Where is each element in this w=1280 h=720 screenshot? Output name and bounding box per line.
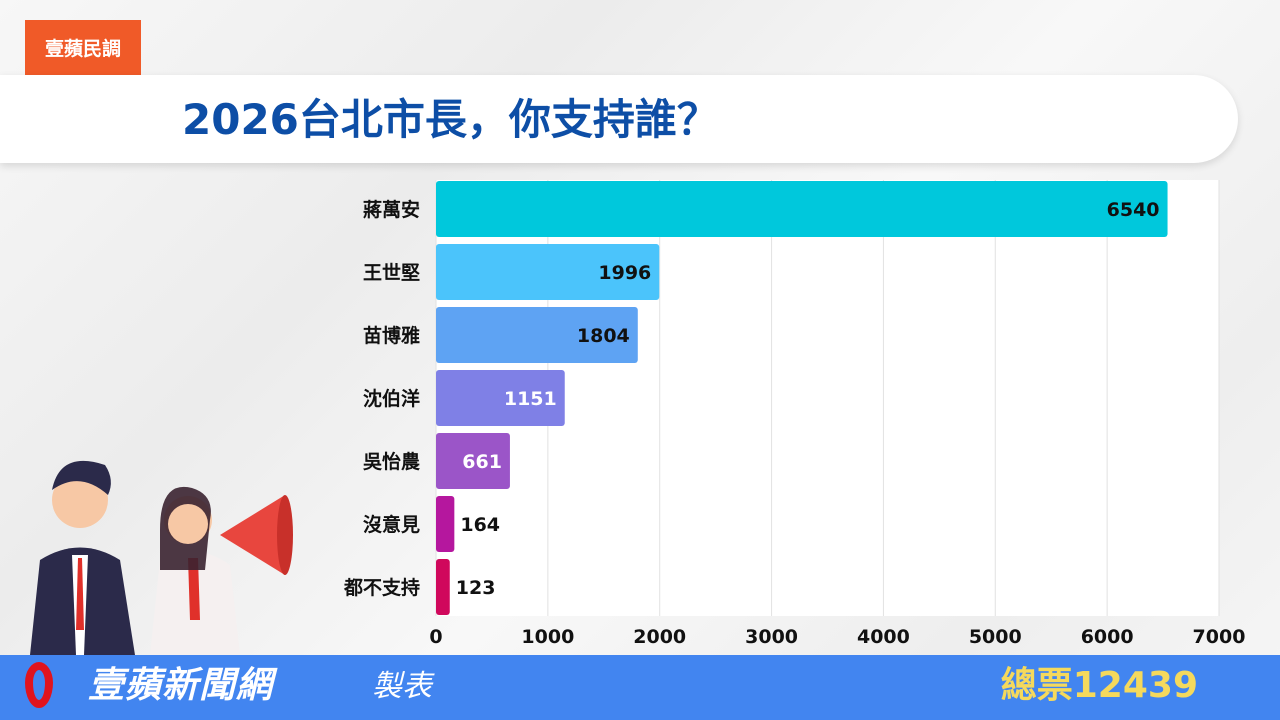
data-label: 1151 xyxy=(504,388,557,410)
x-tick-label: 1000 xyxy=(521,626,574,648)
category-label: 沈伯洋 xyxy=(363,387,420,410)
woman-figure xyxy=(150,486,293,655)
category-label: 蔣萬安 xyxy=(363,198,420,221)
category-label: 都不支持 xyxy=(343,576,420,599)
category-label: 王世堅 xyxy=(363,262,420,284)
bar xyxy=(436,433,510,489)
x-tick-label: 0 xyxy=(429,626,442,648)
bar xyxy=(436,559,450,615)
x-tick-label: 3000 xyxy=(745,626,798,648)
man-figure xyxy=(30,460,135,655)
x-tick-label: 4000 xyxy=(857,626,910,648)
total-votes: 總票12439 xyxy=(1000,665,1198,706)
data-label: 164 xyxy=(460,514,500,536)
category-label: 苗博雅 xyxy=(363,324,420,347)
category-label: 吳怡農 xyxy=(363,450,420,473)
brand-suffix: 製表 xyxy=(372,669,432,704)
data-label: 1996 xyxy=(598,262,651,284)
bar xyxy=(436,307,638,363)
page-title: 2026台北市長，你支持誰？ xyxy=(182,95,719,144)
bar-chart: 0 1000 2000 3000 4000 5000 6000 7000 蔣萬安 6540 王世堅 1… xyxy=(343,180,1246,648)
x-tick-label: 6000 xyxy=(1081,626,1134,648)
bar xyxy=(436,496,455,552)
data-label: 123 xyxy=(456,577,496,599)
data-label: 6540 xyxy=(1107,199,1160,221)
x-tick-label: 2000 xyxy=(633,626,686,648)
bar xyxy=(436,370,565,426)
x-tick-label: 7000 xyxy=(1193,626,1246,648)
x-tick-label: 5000 xyxy=(969,626,1022,648)
data-label: 661 xyxy=(462,451,502,473)
brand-logo-icon xyxy=(25,662,53,708)
footer-bar xyxy=(0,655,1280,720)
data-label: 1804 xyxy=(577,325,630,347)
bar xyxy=(436,181,1168,237)
brand-name: 壹蘋新聞網 xyxy=(88,665,274,706)
bar xyxy=(436,244,660,300)
illustration-people xyxy=(30,460,293,655)
category-label: 沒意見 xyxy=(363,513,420,536)
poll-tag: 壹蘋民調 xyxy=(25,20,141,75)
header-bar xyxy=(0,75,1238,163)
